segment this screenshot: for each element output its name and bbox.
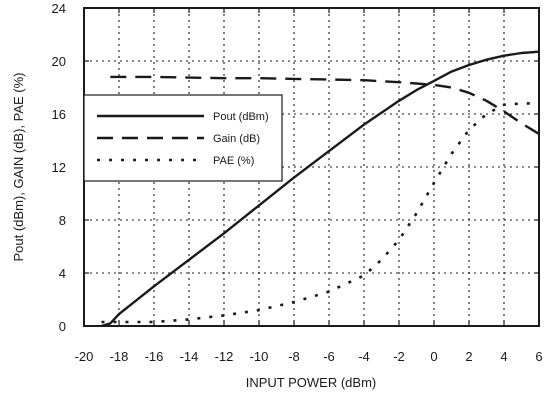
x-tick-label: 2 bbox=[465, 349, 472, 364]
series-line-gain-db bbox=[110, 75, 540, 135]
x-tick-label: -8 bbox=[288, 349, 300, 364]
series-line-pout-dbm bbox=[101, 50, 540, 328]
y-tick-label: 4 bbox=[59, 266, 66, 281]
x-tick-label: -6 bbox=[323, 349, 335, 364]
y-tick-labels: 0 4 8 12 16 20 24 bbox=[52, 1, 66, 334]
legend-label-gain: Gain (dB) bbox=[213, 133, 260, 145]
y-tick-label: 24 bbox=[52, 1, 66, 16]
x-tick-label: 4 bbox=[500, 349, 507, 364]
grid-lines bbox=[84, 8, 539, 326]
y-tick-label: 20 bbox=[52, 54, 66, 69]
y-tick-label: 12 bbox=[52, 160, 66, 175]
y-axis-title: Pout (dBm), GAIN (dB), PAE (%) bbox=[11, 72, 26, 261]
x-tick-label: -14 bbox=[180, 349, 199, 364]
x-tick-label: -4 bbox=[358, 349, 370, 364]
x-tick-labels: -20 -18 -16 -14 -12 -10 -8 -6 -4 -2 0 2 4 6 bbox=[75, 349, 543, 364]
x-tick-label: 6 bbox=[535, 349, 542, 364]
legend-label-pae: PAE (%) bbox=[213, 155, 254, 167]
x-tick-label: -10 bbox=[250, 349, 269, 364]
x-tick-label: -16 bbox=[145, 349, 164, 364]
x-tick-label: 0 bbox=[430, 349, 437, 364]
legend: Pout (dBm) Gain (dB) PAE (%) bbox=[83, 94, 283, 182]
y-tick-label: 0 bbox=[59, 319, 66, 334]
x-axis-title: INPUT POWER (dBm) bbox=[246, 375, 377, 390]
x-tick-label: -2 bbox=[393, 349, 405, 364]
y-tick-label: 8 bbox=[59, 213, 66, 228]
legend-label-pout: Pout (dBm) bbox=[213, 111, 269, 123]
data-series bbox=[101, 50, 540, 328]
x-tick-label: -20 bbox=[75, 349, 94, 364]
x-tick-label: -18 bbox=[110, 349, 129, 364]
x-tick-label: -12 bbox=[215, 349, 234, 364]
y-tick-label: 16 bbox=[52, 107, 66, 122]
